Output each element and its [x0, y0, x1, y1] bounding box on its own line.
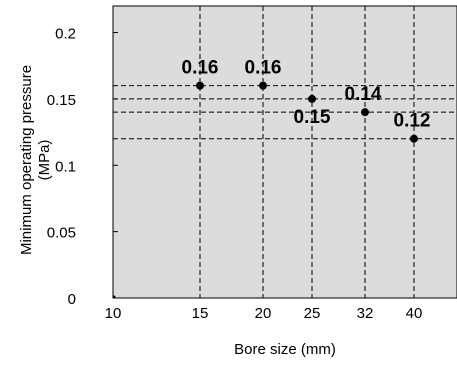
y-tick-label: 0.1: [55, 158, 76, 175]
y-tick-label: 0.2: [55, 26, 76, 43]
data-label: 0.16: [182, 58, 219, 79]
plot-area: [112, 5, 457, 299]
data-label: 0.14: [345, 84, 382, 105]
y-tick-label: 0.15: [47, 92, 76, 109]
data-point: [410, 134, 418, 143]
x-tick-label: 20: [255, 305, 272, 322]
x-tick-label: 10: [105, 305, 122, 322]
grid-lines: [113, 6, 457, 298]
data-label: 0.15: [294, 107, 331, 128]
data-label: 0.12: [394, 111, 431, 132]
x-axis-title: Bore size (mm): [234, 341, 336, 358]
y-axis-title-line1: Minimum operating pressure: [18, 65, 35, 255]
data-point: [196, 81, 204, 90]
x-tick-label: 32: [357, 305, 374, 322]
axis-ticks: 0 0.05 0.1 0.15 0.2 10 15 20 25 32 40: [47, 26, 423, 322]
data-labels: 0.16 0.16 0.15 0.14 0.12: [182, 58, 431, 132]
y-tick-label: 0.05: [47, 225, 76, 242]
x-tick-label: 25: [304, 305, 321, 322]
x-tick-label: 15: [192, 305, 209, 322]
origin-marker: [112, 295, 116, 299]
data-label: 0.16: [245, 58, 282, 79]
data-point: [308, 94, 316, 103]
data-point: [259, 81, 267, 90]
x-tick-label: 40: [406, 305, 423, 322]
y-tick-label: 0: [68, 291, 76, 308]
data-point: [361, 108, 369, 117]
y-axis-title-line2: (MPa): [36, 140, 53, 181]
data-points: [196, 81, 418, 143]
